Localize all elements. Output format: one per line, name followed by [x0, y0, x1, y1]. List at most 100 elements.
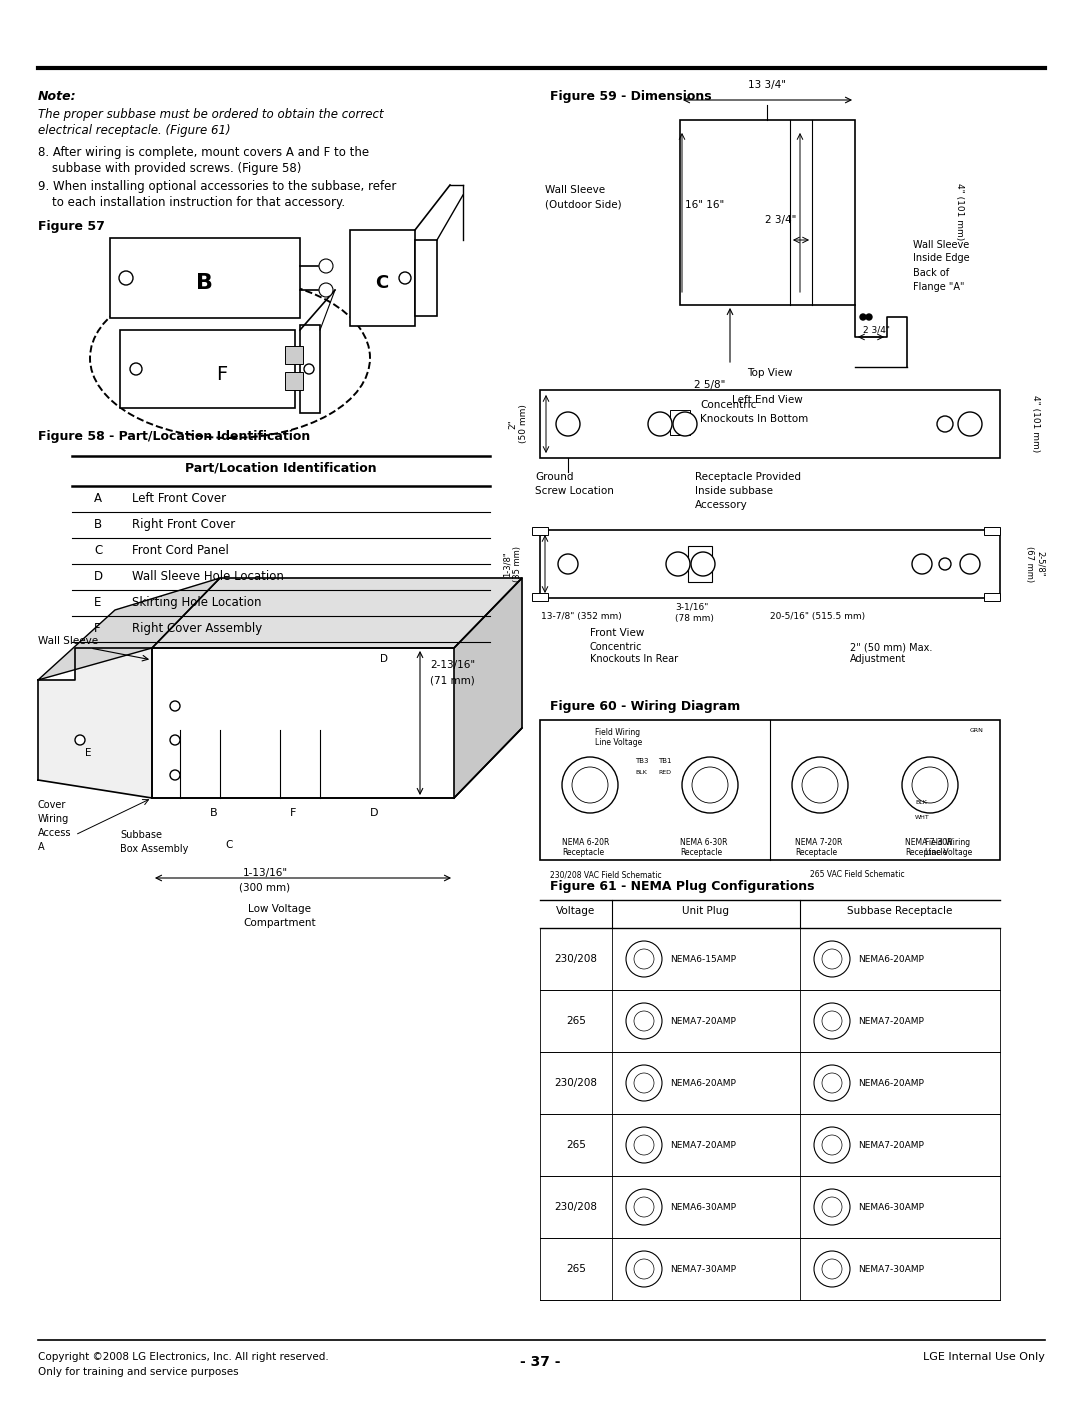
Text: E: E — [94, 596, 102, 608]
Circle shape — [634, 1259, 654, 1279]
Text: 4" (101 mm): 4" (101 mm) — [956, 184, 964, 240]
Text: Access: Access — [38, 828, 71, 837]
Circle shape — [814, 1189, 850, 1225]
Text: Wall Sleeve: Wall Sleeve — [545, 185, 605, 195]
Circle shape — [556, 412, 580, 436]
Bar — [540, 719, 1000, 860]
Text: NEMA7-20AMP: NEMA7-20AMP — [858, 1141, 923, 1149]
Circle shape — [681, 757, 738, 813]
Text: Front Cord Panel: Front Cord Panel — [132, 544, 229, 556]
Circle shape — [814, 1003, 850, 1040]
Text: TB1: TB1 — [658, 759, 672, 764]
Text: D: D — [370, 808, 378, 818]
Bar — [110, 237, 300, 318]
Text: LGE Internal Use Only: LGE Internal Use Only — [923, 1352, 1045, 1361]
Text: RED: RED — [658, 770, 671, 776]
Text: NEMA6-20AMP: NEMA6-20AMP — [670, 1079, 735, 1087]
Circle shape — [822, 1012, 842, 1031]
Text: (71 mm): (71 mm) — [430, 674, 475, 686]
Text: (300 mm): (300 mm) — [240, 882, 291, 892]
Text: Voltage: Voltage — [556, 906, 596, 916]
Text: Receptacle: Receptacle — [562, 849, 604, 857]
Circle shape — [626, 1250, 662, 1287]
Text: Box Assembly: Box Assembly — [120, 844, 188, 854]
Text: 20-5/16" (515.5 mm): 20-5/16" (515.5 mm) — [770, 613, 865, 621]
Text: Inside Edge: Inside Edge — [913, 253, 970, 263]
Circle shape — [822, 948, 842, 969]
Text: F: F — [94, 622, 100, 635]
Text: Accessory: Accessory — [696, 500, 747, 510]
Text: Right Front Cover: Right Front Cover — [132, 518, 235, 531]
Text: B: B — [210, 808, 218, 818]
Text: 265: 265 — [566, 1139, 586, 1151]
Circle shape — [634, 948, 654, 969]
Bar — [120, 330, 295, 407]
Circle shape — [802, 767, 838, 804]
Text: Inside subbase: Inside subbase — [696, 486, 773, 496]
Text: Wall Sleeve: Wall Sleeve — [913, 240, 969, 250]
Circle shape — [75, 735, 85, 745]
Bar — [680, 119, 855, 305]
Text: The proper subbase must be ordered to obtain the correct: The proper subbase must be ordered to ob… — [38, 108, 383, 121]
Circle shape — [319, 282, 333, 296]
Bar — [532, 527, 548, 535]
Text: - 37 -: - 37 - — [519, 1354, 561, 1368]
Text: Ground: Ground — [535, 472, 573, 482]
Text: NEMA 7-30R: NEMA 7-30R — [905, 837, 953, 847]
Bar — [300, 325, 320, 413]
Text: 2" (50 mm) Max.: 2" (50 mm) Max. — [850, 642, 932, 652]
Circle shape — [958, 412, 982, 436]
Circle shape — [119, 271, 133, 285]
Bar — [540, 530, 1000, 599]
Text: 13 3/4": 13 3/4" — [748, 80, 786, 90]
Circle shape — [822, 1197, 842, 1217]
Text: Screw Location: Screw Location — [535, 486, 613, 496]
Text: 265: 265 — [566, 1264, 586, 1274]
Text: TB3: TB3 — [635, 759, 648, 764]
Text: A: A — [38, 842, 44, 851]
Text: Skirting Hole Location: Skirting Hole Location — [132, 596, 261, 608]
Bar — [670, 410, 690, 436]
Bar — [984, 527, 1000, 535]
Text: 2"
(50 mm): 2" (50 mm) — [509, 405, 528, 444]
Circle shape — [822, 1259, 842, 1279]
Text: NEMA 6-30R: NEMA 6-30R — [680, 837, 728, 847]
Text: Figure 59 - Dimensions: Figure 59 - Dimensions — [550, 90, 712, 103]
Text: 230/208 VAC Field Schematic: 230/208 VAC Field Schematic — [550, 870, 662, 880]
Text: Knockouts In Rear: Knockouts In Rear — [590, 653, 678, 665]
Text: Back of: Back of — [913, 268, 949, 278]
Circle shape — [666, 552, 690, 576]
Text: C: C — [376, 274, 389, 292]
Bar — [152, 648, 454, 798]
Text: Front View: Front View — [590, 628, 645, 638]
Circle shape — [692, 767, 728, 804]
Text: Compartment: Compartment — [244, 917, 316, 927]
Text: Receptacle: Receptacle — [795, 849, 837, 857]
Text: Field Wiring: Field Wiring — [595, 728, 640, 738]
Text: Low Voltage: Low Voltage — [248, 903, 311, 915]
Circle shape — [814, 1250, 850, 1287]
Text: NEMA 7-20R: NEMA 7-20R — [795, 837, 842, 847]
Text: NEMA6-30AMP: NEMA6-30AMP — [670, 1203, 735, 1211]
Text: 1-3/8"
(35 mm): 1-3/8" (35 mm) — [502, 547, 522, 582]
Circle shape — [960, 554, 980, 575]
Circle shape — [822, 1135, 842, 1155]
Text: (78 mm): (78 mm) — [675, 614, 714, 622]
Text: Cover: Cover — [38, 799, 66, 811]
Text: A: A — [94, 492, 102, 504]
Circle shape — [303, 364, 314, 374]
Text: 265: 265 — [566, 1016, 586, 1026]
Text: C: C — [94, 544, 103, 556]
Text: 2-13/16": 2-13/16" — [430, 660, 475, 670]
Text: Subbase: Subbase — [120, 830, 162, 840]
Circle shape — [792, 757, 848, 813]
Text: 265 VAC Field Schematic: 265 VAC Field Schematic — [810, 870, 905, 880]
Text: NEMA7-20AMP: NEMA7-20AMP — [670, 1141, 735, 1149]
Text: Subbase Receptacle: Subbase Receptacle — [848, 906, 953, 916]
Bar — [540, 391, 1000, 458]
Text: Flange "A": Flange "A" — [913, 282, 964, 292]
Circle shape — [626, 941, 662, 976]
Text: Figure 60 - Wiring Diagram: Figure 60 - Wiring Diagram — [550, 700, 740, 712]
Text: NEMA6-30AMP: NEMA6-30AMP — [858, 1203, 924, 1211]
Text: B: B — [197, 273, 214, 294]
